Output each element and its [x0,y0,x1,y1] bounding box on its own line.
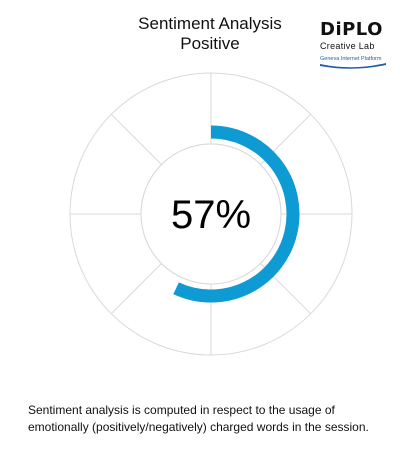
logo-tagline: Geneva Internet Platform [320,56,382,62]
progress-arc-layer [173,125,300,303]
footnote-line-1: Sentiment analysis is computed in respec… [28,403,335,417]
center-value-label: 57% [171,193,251,237]
radial-progress-chart: 57% [69,72,353,356]
logo-subtitle: Creative Lab [320,41,375,51]
chart-grid [69,72,353,356]
chart-title: Sentiment Analysis Positive [95,14,325,54]
grid-inner-ring-edge [140,143,282,285]
progress-arc [173,125,300,303]
logo-wordmark: DiPLO [320,19,383,40]
logo-swoosh-icon [320,63,386,69]
grid-center-disc [141,144,281,284]
footnote: Sentiment analysis is computed in respec… [28,402,388,436]
footnote-line-2: emotionally (positively/negatively) char… [28,420,369,434]
title-line-1: Sentiment Analysis [138,14,282,33]
title-line-2: Positive [180,34,240,53]
diplo-logo: DiPLO Creative Lab Geneva Internet Platf… [316,20,388,76]
